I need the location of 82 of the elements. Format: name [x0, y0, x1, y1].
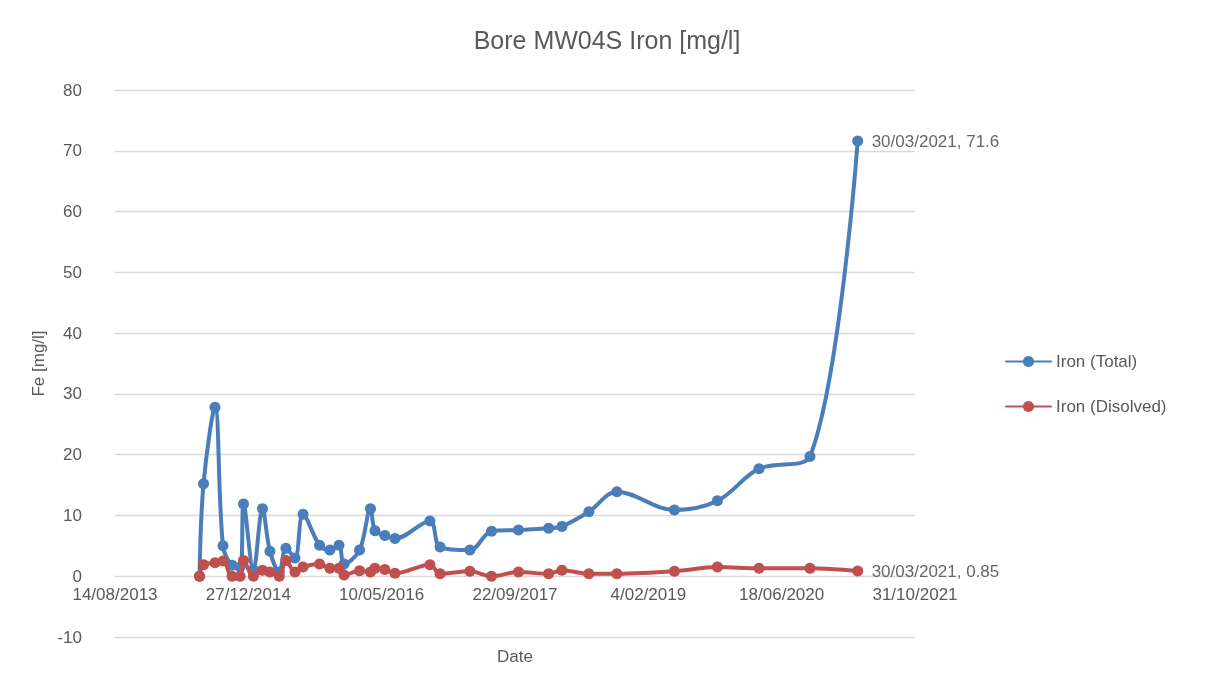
legend-label: Iron (Disolved)	[1056, 397, 1167, 416]
point	[611, 568, 623, 580]
point	[486, 570, 498, 582]
x-tick-label: 31/10/2021	[872, 585, 958, 605]
y-tick-label: 20	[63, 445, 82, 465]
x-axis-title: Date	[497, 646, 533, 666]
point	[238, 554, 250, 566]
point	[753, 463, 765, 475]
point	[297, 508, 309, 520]
point	[668, 504, 680, 516]
point	[314, 539, 326, 551]
point	[512, 566, 524, 578]
chart-title: Bore MW04S Iron [mg/l]	[473, 25, 741, 54]
point	[238, 498, 250, 510]
point	[434, 568, 446, 580]
point	[611, 486, 623, 498]
y-tick-label: 80	[63, 80, 82, 100]
point	[464, 565, 476, 577]
point	[324, 562, 336, 574]
point	[364, 503, 376, 515]
point	[297, 561, 309, 573]
point	[556, 564, 568, 576]
annotation: 30/03/2021, 0.85	[871, 561, 1000, 581]
point	[583, 506, 595, 518]
point	[333, 539, 345, 551]
y-tick-label: 70	[63, 141, 82, 161]
x-tick-label: 10/05/2016	[339, 585, 425, 605]
point	[209, 401, 221, 413]
x-tick-label: 27/12/2014	[205, 585, 291, 605]
point	[556, 520, 568, 532]
point	[486, 525, 498, 537]
legend-label: Iron (Total)	[1056, 352, 1138, 371]
point	[264, 545, 276, 557]
point	[668, 565, 680, 577]
point	[217, 540, 229, 552]
point	[389, 533, 401, 545]
point	[379, 530, 391, 541]
point	[369, 562, 381, 574]
point	[369, 525, 381, 537]
point	[354, 544, 366, 556]
point	[804, 450, 816, 462]
point	[273, 570, 285, 582]
point	[264, 566, 276, 578]
x-tick-label: 4/02/2019	[610, 585, 687, 605]
point	[247, 570, 259, 582]
y-tick-label: -10	[57, 627, 82, 647]
point	[512, 524, 524, 536]
point	[753, 562, 765, 574]
y-tick-label: 50	[63, 262, 82, 282]
x-tick-label: 22/09/2017	[472, 585, 558, 605]
point	[583, 568, 595, 580]
annotation: 30/03/2021, 71.6	[871, 131, 1000, 151]
point	[280, 542, 292, 554]
point	[354, 565, 366, 577]
y-tick-label: 30	[63, 384, 82, 404]
point	[464, 544, 476, 556]
point	[424, 515, 436, 527]
point	[314, 558, 326, 570]
y-axis-title: Fe [mg/l]	[28, 330, 48, 397]
x-tick-label: 18/06/2020	[739, 585, 825, 605]
y-tick-label: 10	[63, 505, 82, 525]
y-tick-label: 0	[72, 566, 82, 586]
point	[804, 562, 816, 574]
point	[852, 565, 864, 577]
point	[852, 135, 864, 147]
point	[280, 554, 292, 566]
point	[424, 559, 436, 571]
point	[711, 495, 723, 507]
point	[324, 544, 336, 556]
y-tick-label: 60	[63, 202, 82, 222]
point	[389, 567, 401, 579]
x-tick-label: 14/08/2013	[72, 585, 158, 605]
point	[217, 555, 229, 567]
point	[434, 541, 446, 553]
point	[543, 522, 555, 534]
point	[711, 561, 723, 573]
y-tick-label: 40	[63, 323, 82, 343]
point	[543, 568, 555, 580]
point	[338, 569, 350, 581]
point	[379, 564, 391, 576]
point	[198, 478, 210, 490]
point	[198, 559, 210, 571]
